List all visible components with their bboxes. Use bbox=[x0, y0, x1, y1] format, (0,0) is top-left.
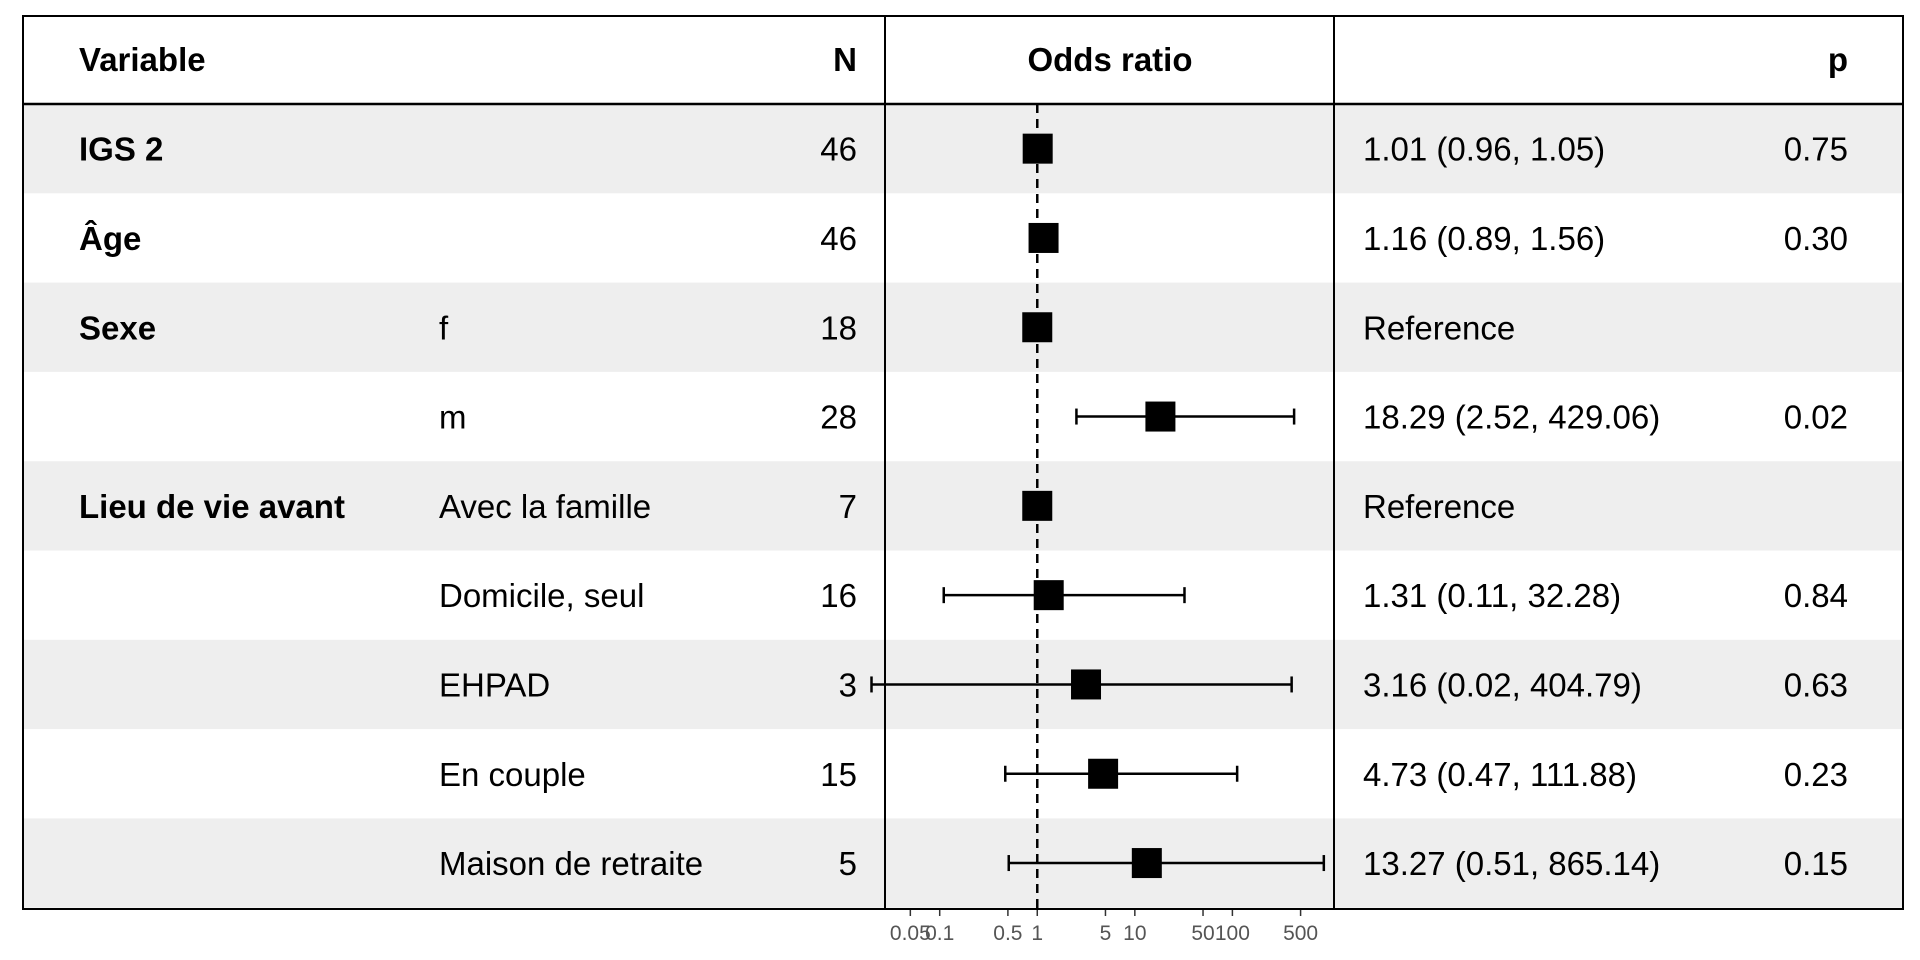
cell-level: En couple bbox=[439, 756, 586, 793]
cell-level: Maison de retraite bbox=[439, 845, 703, 882]
x-tick-label: 50 bbox=[1191, 922, 1214, 945]
x-tick-label: 0.05 bbox=[890, 922, 931, 945]
cell-n: 18 bbox=[820, 309, 857, 346]
table-row: EHPAD 3 3.16 (0.02, 404.79) 0.63 bbox=[439, 666, 1848, 703]
x-tick-label: 0.1 bbox=[925, 922, 954, 945]
estimate-point bbox=[1022, 490, 1053, 521]
row-stripe bbox=[23, 461, 1903, 551]
cell-variable: IGS 2 bbox=[79, 131, 163, 168]
cell-variable: Âge bbox=[79, 220, 141, 257]
estimate-point bbox=[1028, 222, 1059, 253]
cell-estimate: 13.27 (0.51, 865.14) bbox=[1363, 845, 1660, 882]
cell-n: 15 bbox=[820, 756, 857, 793]
row-stripe bbox=[23, 104, 1903, 194]
estimate-point bbox=[1088, 758, 1119, 789]
table-header: Variable N Odds ratio p bbox=[79, 41, 1848, 78]
cell-n: 46 bbox=[820, 220, 857, 257]
estimate-point bbox=[1071, 669, 1102, 700]
estimate-point bbox=[1022, 312, 1053, 343]
cell-p: 0.30 bbox=[1784, 220, 1848, 257]
row-stripe bbox=[23, 818, 1903, 908]
cell-variable: Lieu de vie avant bbox=[79, 488, 345, 525]
cell-estimate: 1.31 (0.11, 32.28) bbox=[1363, 577, 1621, 614]
cell-estimate: 1.16 (0.89, 1.56) bbox=[1363, 220, 1605, 257]
cell-p: 0.75 bbox=[1784, 131, 1848, 168]
table-frame bbox=[22, 15, 1904, 910]
cell-p: 0.84 bbox=[1784, 577, 1848, 614]
cell-p: 0.63 bbox=[1784, 666, 1848, 703]
cell-p: 0.15 bbox=[1784, 845, 1848, 882]
header-odds-ratio: Odds ratio bbox=[1027, 41, 1192, 78]
row-stripe bbox=[23, 282, 1903, 372]
cell-p: 0.02 bbox=[1784, 399, 1848, 436]
cell-n: 3 bbox=[839, 666, 857, 703]
x-tick-label: 500 bbox=[1283, 922, 1318, 945]
table-row: m 28 18.29 (2.52, 429.06) 0.02 bbox=[439, 399, 1848, 436]
x-tick-label: 10 bbox=[1123, 922, 1146, 945]
cell-estimate: Reference bbox=[1363, 488, 1515, 525]
cell-n: 5 bbox=[839, 845, 857, 882]
odds-ratio-panel bbox=[870, 104, 1326, 909]
table-row: Sexe f 18 Reference bbox=[79, 309, 1515, 346]
estimate-point bbox=[1033, 580, 1064, 611]
table-rows: IGS 2 46 1.01 (0.96, 1.05) 0.75 Âge 46 1.16 (0… bbox=[79, 131, 1848, 882]
header-n: N bbox=[833, 41, 857, 78]
cell-level: Avec la famille bbox=[439, 488, 651, 525]
cell-estimate: 3.16 (0.02, 404.79) bbox=[1363, 666, 1642, 703]
table-row: Maison de retraite 5 13.27 (0.51, 865.14) 0… bbox=[439, 845, 1848, 882]
estimate-point bbox=[1131, 848, 1162, 879]
x-tick-label: 1 bbox=[1031, 922, 1043, 945]
table-row: Âge 46 1.16 (0.89, 1.56) 0.30 bbox=[79, 220, 1848, 257]
table-row: Lieu de vie avant Avec la famille 7 Referen… bbox=[79, 488, 1515, 525]
cell-estimate: 1.01 (0.96, 1.05) bbox=[1363, 131, 1605, 168]
table-row: Domicile, seul 16 1.31 (0.11, 32.28) 0.84 bbox=[439, 577, 1848, 614]
table-row: IGS 2 46 1.01 (0.96, 1.05) 0.75 bbox=[79, 131, 1848, 168]
table-row: En couple 15 4.73 (0.47, 111.88) 0.23 bbox=[439, 756, 1848, 793]
cell-level: EHPAD bbox=[439, 666, 550, 703]
x-tick-label: 0.5 bbox=[993, 922, 1022, 945]
x-tick-label: 5 bbox=[1100, 922, 1112, 945]
header-p: p bbox=[1828, 41, 1848, 78]
cell-n: 46 bbox=[820, 131, 857, 168]
cell-p: 0.23 bbox=[1784, 756, 1848, 793]
estimate-point bbox=[1145, 401, 1176, 432]
row-stripes bbox=[23, 104, 1903, 908]
cell-variable: Sexe bbox=[79, 309, 156, 346]
cell-estimate: Reference bbox=[1363, 309, 1515, 346]
cell-level: f bbox=[439, 309, 449, 346]
estimate-point bbox=[1022, 133, 1053, 164]
cell-n: 16 bbox=[820, 577, 857, 614]
x-tick-label: 100 bbox=[1215, 922, 1250, 945]
header-variable: Variable bbox=[79, 41, 206, 78]
cell-estimate: 18.29 (2.52, 429.06) bbox=[1363, 399, 1660, 436]
outer-border bbox=[22, 15, 1904, 910]
cell-n: 7 bbox=[839, 488, 857, 525]
cell-n: 28 bbox=[820, 399, 857, 436]
x-axis: 0.050.1 0.5 1 5 10 50 100 500 bbox=[890, 909, 1318, 945]
cell-estimate: 4.73 (0.47, 111.88) bbox=[1363, 756, 1637, 793]
cell-level: Domicile, seul bbox=[439, 577, 644, 614]
cell-level: m bbox=[439, 399, 467, 436]
